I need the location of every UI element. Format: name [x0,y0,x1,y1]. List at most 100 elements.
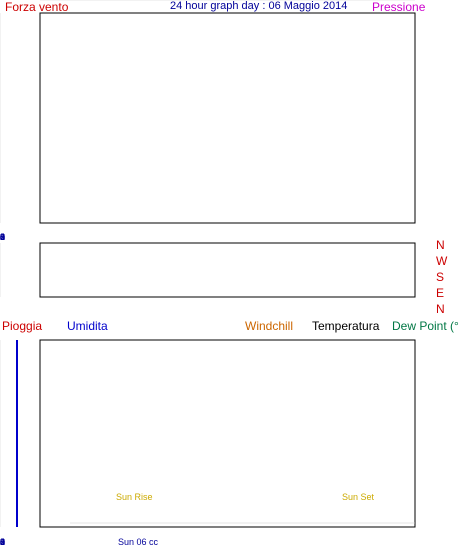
temperature-time-tick-label: 16 [0,537,5,547]
wind-tick-label: 35 [22,0,34,3]
direction-tick-label: 360 [22,0,37,2]
temperature-time-tick-label: 00 [0,537,5,547]
time-tick-label: 06 [0,232,5,242]
temperature-tick-label: 10 [423,0,433,2]
temperature-time-tick-label: 08 [0,537,5,547]
pressure-tick-label: 1025 [419,0,439,2]
wind-tick-label: 10 [22,0,34,3]
temperature-tick-label: 35 [423,0,433,2]
time-tick-label: 22 [0,232,5,242]
rain-tick-label: 22 [28,0,37,2]
temperature-time-tick-label: 18 [0,537,5,547]
rain-tick-label: 16 [28,0,37,2]
pressure-tick-label: 985 [419,0,434,2]
temperature-frame [39,339,416,528]
rain-tick-label: 2 [33,0,38,2]
humidity-tick-label: 20 [4,0,13,2]
compass-east: E [436,286,444,300]
sunset-label: Sun Set [342,492,375,502]
temperature-tick-label: 20 [423,0,433,2]
sunrise-label: Sun Rise [116,492,153,502]
time-tick-label: 02 [0,232,5,242]
time-tick-label: 00 [0,232,5,242]
temperature-panel: 024681012141618202224262830 010203040506… [0,0,459,547]
rain-tick-label: 24 [28,0,37,2]
rain-axis: 024681012141618202224262830 [28,0,37,2]
rain-tick-label: 20 [28,0,37,2]
graph-title: 24 hour graph day : 06 Maggio 2014 [170,0,347,12]
pressure-axis: 975980985990995100010051010101510201025 [419,0,439,2]
wind-tick-label: 5 [27,0,33,3]
wind-tick-label: 15 [22,0,34,3]
temperature-time-tick-label: 10 [0,537,5,547]
temperature-tick-label: 0 [425,0,430,2]
pressure-label: Pressione [372,0,426,14]
temperature-time-tick-label: 04 [0,537,5,547]
wind-pressure-panel: 05101520253035404550 9759809859909951000… [0,0,439,242]
wind-direction-panel: 090180270360 N W S E N [0,0,448,316]
wind-tick-label: 30 [22,0,34,3]
rain-tick-label: 14 [28,0,37,2]
humidity-tick-label: 70 [4,0,13,2]
time-tick-label: 10 [0,232,5,242]
humidity-tick-label: 90 [4,0,13,2]
rain-tick-label: 30 [28,0,37,2]
wind-tick-label: 40 [22,0,34,3]
temperature-tick-label: 5 [425,0,430,2]
humidity-axis: 0102030405060708090100 [0,0,18,527]
compass-south: S [436,270,444,284]
rain-tick-label: 4 [33,0,38,2]
wind-pressure-frame [39,12,416,224]
pressure-tick-label: 1000 [419,0,439,2]
compass-labels: N W S E N [436,238,448,316]
wind-direction-frame [39,242,416,298]
humidity-tick-label: 40 [4,0,13,2]
pressure-tick-label: 975 [419,0,434,2]
temperature-time-tick-label: 12 [0,537,5,547]
temperature-time-axis: 0204081012141618202200 [0,537,5,547]
humidity-tick-label: 50 [4,0,13,2]
windchill-label: Windchill [245,319,293,333]
rain-label: Pioggia [2,319,42,333]
time-tick-label: 08 [0,232,5,242]
time-tick-label: 16 [0,232,5,242]
wind-tick-label: 25 [22,0,34,3]
temperature-tick-label: 30 [423,0,433,2]
temperature-tick-label: 40 [423,0,433,2]
pressure-tick-label: 1015 [419,0,439,2]
temperature-tick-label: 25 [423,0,433,2]
temperature-time-tick-label: 22 [0,537,5,547]
humidity-tick-label: 100 [0,0,14,2]
humidity-tick-label: 30 [4,0,13,2]
pressure-tick-label: 1020 [419,0,439,2]
compass-north-bottom: N [436,302,445,316]
temperature-label: Temperatura [312,319,380,333]
time-tick-label: 18 [0,232,5,242]
temperature-time-tick-label: 02 [0,537,5,547]
pressure-tick-label: 990 [419,0,434,2]
sunrise-time-label: Sun 06 cc [118,537,159,547]
direction-tick-label: 180 [22,0,37,2]
time-tick-label: 14 [0,232,5,242]
direction-tick-label: 90 [27,0,37,2]
humidity-tick-label: 60 [4,0,13,2]
temperature-tick-label: 15 [423,0,433,2]
pressure-tick-label: 1010 [419,0,439,2]
dewpoint-label: Dew Point (°C [392,319,459,333]
direction-tick-label: 270 [22,0,37,2]
compass-west: W [436,254,448,268]
wind-pressure-time-axis: 020406081012141618202200 [0,232,5,242]
humidity-label: Umidita [67,319,108,333]
humidity-tick-label: 80 [4,0,13,2]
pressure-tick-label: 995 [419,0,434,2]
rain-tick-label: 12 [28,0,37,2]
pressure-tick-label: 1005 [419,0,439,2]
time-tick-label: 04 [0,232,5,242]
time-tick-label: 20 [0,232,5,242]
compass-north-top: N [436,238,445,252]
wind-tick-label: 20 [22,0,34,3]
wind-speed-label: Forza vento [5,0,69,14]
direction-axis: 090180270360 [22,0,37,2]
